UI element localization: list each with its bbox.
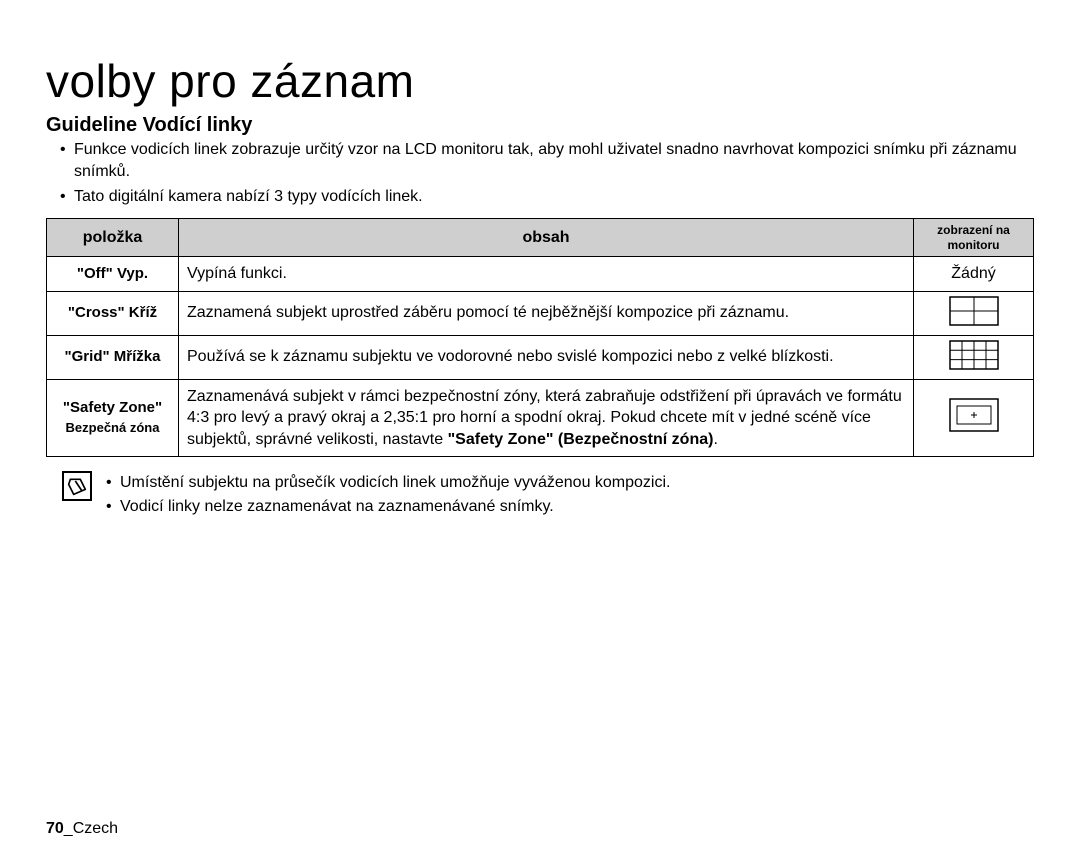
- intro-bullet: Tato digitální kamera nabízí 3 typy vodí…: [74, 186, 1034, 208]
- item-sublabel: Bezpečná zóna: [66, 420, 160, 435]
- item-cell: "Cross" Kříž: [47, 291, 179, 335]
- page-title: volby pro záznam: [46, 54, 1034, 108]
- table-header-display: zobrazení na monitoru: [914, 219, 1034, 257]
- display-text: Žádný: [951, 265, 995, 282]
- display-cell: [914, 291, 1034, 335]
- note-block: Umístění subjektu na průsečík vodicích l…: [46, 471, 1034, 519]
- table-row: "Cross" Kříž Zaznamená subjekt uprostřed…: [47, 291, 1034, 335]
- table-row: "Off" Vyp. Vypíná funkci. Žádný: [47, 256, 1034, 291]
- safety-zone-icon: [949, 398, 999, 437]
- content-suffix: .: [713, 431, 717, 448]
- note-list: Umístění subjektu na průsečík vodicích l…: [106, 471, 670, 519]
- manual-page: volby pro záznam Guideline Vodící linky …: [0, 0, 1080, 868]
- table-header-content: obsah: [179, 219, 914, 257]
- content-cell: Zaznamená subjekt uprostřed záběru pomoc…: [179, 291, 914, 335]
- item-label: "Off" Vyp.: [49, 264, 176, 284]
- intro-list: Funkce vodicích linek zobrazuje určitý v…: [46, 139, 1034, 208]
- footer-lang: Czech: [73, 820, 118, 837]
- grid-icon: [949, 340, 999, 375]
- item-label: "Safety Zone": [49, 398, 176, 418]
- table-row: "Grid" Mřížka Používá se k záznamu subje…: [47, 335, 1034, 379]
- table-header-item: položka: [47, 219, 179, 257]
- intro-bullet: Funkce vodicích linek zobrazuje určitý v…: [74, 139, 1034, 184]
- content-cell: Zaznamenává subjekt v rámci bezpečnostní…: [179, 379, 914, 457]
- table-row: "Safety Zone" Bezpečná zóna Zaznamenává …: [47, 379, 1034, 457]
- display-cell: Žádný: [914, 256, 1034, 291]
- page-footer: 70_Czech: [46, 820, 118, 838]
- note-icon: [62, 471, 92, 501]
- note-item: Vodicí linky nelze zaznamenávat na zazna…: [120, 495, 670, 519]
- content-bold-tail: "Safety Zone" (Bezpečnostní zóna): [448, 431, 714, 448]
- display-cell: [914, 335, 1034, 379]
- display-cell: [914, 379, 1034, 457]
- footer-sep: _: [64, 820, 73, 837]
- item-cell: "Grid" Mřížka: [47, 335, 179, 379]
- content-cell: Používá se k záznamu subjektu ve vodorov…: [179, 335, 914, 379]
- options-table: položka obsah zobrazení na monitoru "Off…: [46, 218, 1034, 457]
- note-item: Umístění subjektu na průsečík vodicích l…: [120, 471, 670, 495]
- item-cell: "Off" Vyp.: [47, 256, 179, 291]
- content-cell: Vypíná funkci.: [179, 256, 914, 291]
- item-label: "Grid" Mřížka: [49, 347, 176, 367]
- item-cell: "Safety Zone" Bezpečná zóna: [47, 379, 179, 457]
- page-number: 70: [46, 820, 64, 837]
- section-title: Guideline Vodící linky: [46, 114, 1034, 137]
- item-label: "Cross" Kříž: [49, 303, 176, 323]
- cross-grid-icon: [949, 296, 999, 331]
